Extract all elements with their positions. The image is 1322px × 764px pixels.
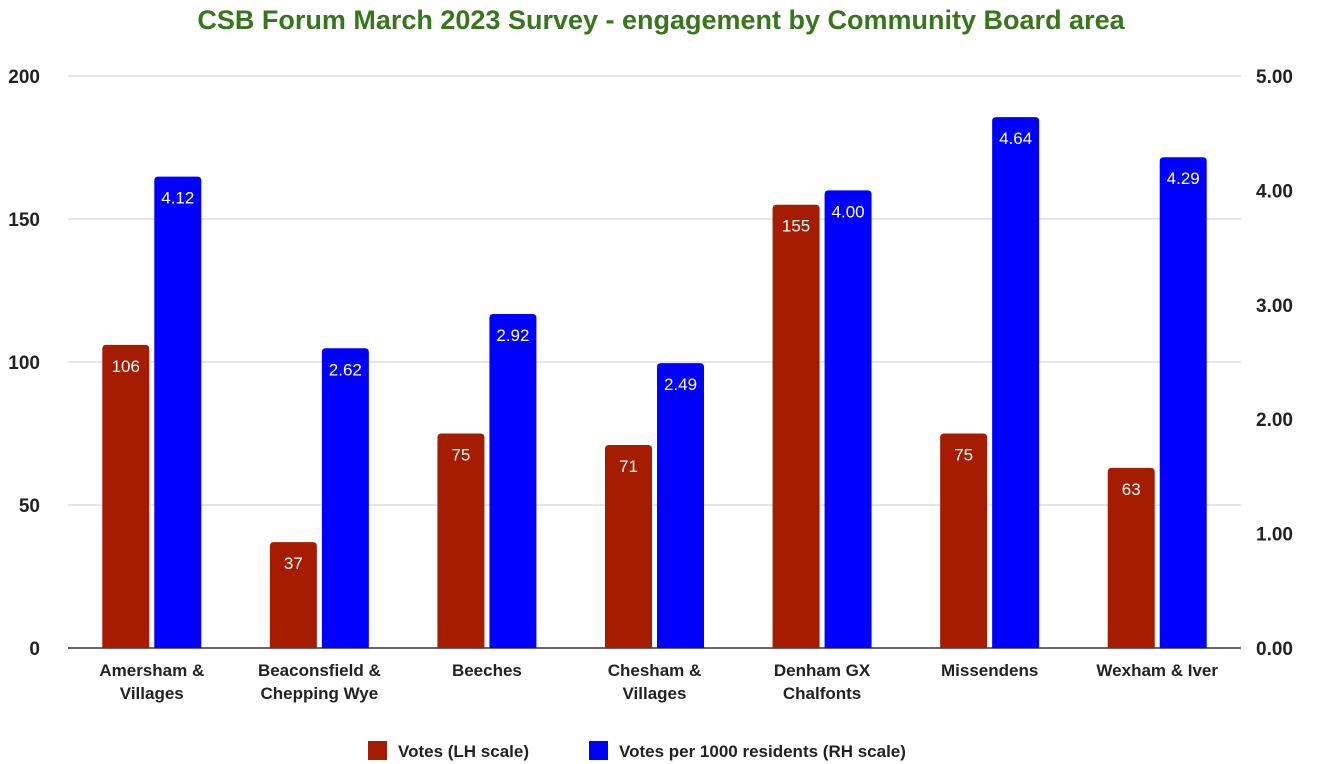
left-tick-label: 150 bbox=[8, 210, 40, 231]
left-tick-label: 50 bbox=[19, 496, 40, 517]
votes-data-label: 106 bbox=[112, 357, 140, 376]
votes-bar bbox=[940, 433, 988, 648]
votes-data-label: 155 bbox=[782, 217, 810, 236]
votes-bar bbox=[102, 344, 150, 648]
votes-per-1000-data-label: 4.12 bbox=[161, 189, 194, 208]
votes-per-1000-bar bbox=[657, 363, 704, 648]
votes-per-1000-bar bbox=[489, 313, 537, 648]
votes-per-1000-bar bbox=[321, 348, 369, 648]
category-label: Beeches bbox=[452, 661, 522, 680]
votes-data-label: 37 bbox=[284, 554, 303, 573]
right-tick-label: 3.00 bbox=[1256, 296, 1293, 317]
votes-data-label: 75 bbox=[954, 446, 973, 465]
votes-per-1000-bar bbox=[154, 176, 202, 648]
votes-bar bbox=[437, 433, 485, 648]
legend-label: Votes per 1000 residents (RH scale) bbox=[619, 742, 906, 761]
right-tick-label: 1.00 bbox=[1256, 525, 1293, 546]
bars: 106 4.12 37 2.62 75 2.92 71 2.49 155 4.00 75 4.64 63… bbox=[102, 117, 1207, 648]
votes-per-1000-data-label: 2.62 bbox=[329, 360, 362, 379]
votes-per-1000-bar bbox=[1159, 157, 1207, 648]
left-axis: 0 50 100 150 200 bbox=[8, 67, 40, 660]
category-label: Wexham & Iver bbox=[1096, 661, 1218, 680]
category-label: Chesham & bbox=[608, 661, 702, 680]
left-tick-label: 100 bbox=[8, 353, 40, 374]
votes-per-1000-bar bbox=[992, 117, 1040, 648]
legend-label: Votes (LH scale) bbox=[398, 742, 529, 761]
category-label: Missendens bbox=[941, 661, 1038, 680]
right-tick-label: 2.00 bbox=[1256, 410, 1293, 431]
right-tick-label: 5.00 bbox=[1256, 67, 1293, 88]
category-label: Villages bbox=[120, 684, 184, 703]
votes-per-1000-data-label: 2.49 bbox=[664, 375, 697, 394]
category-label: Chepping Wye bbox=[260, 684, 378, 703]
category-label: Denham GX bbox=[774, 661, 871, 680]
votes-per-1000-data-label: 4.00 bbox=[832, 202, 865, 221]
legend-swatch-votes bbox=[368, 741, 387, 760]
legend-swatch-votes-per-1000 bbox=[589, 741, 608, 760]
category-label: Beaconsfield & bbox=[258, 661, 381, 680]
votes-data-label: 71 bbox=[619, 457, 638, 476]
votes-data-label: 63 bbox=[1122, 480, 1141, 499]
category-label: Chalfonts bbox=[783, 684, 861, 703]
category-labels: Amersham & Villages Beaconsfield & Chepping… bbox=[99, 661, 1218, 703]
left-tick-label: 0 bbox=[29, 639, 40, 660]
right-axis: 0.00 1.00 2.00 3.00 4.00 5.00 bbox=[1256, 67, 1293, 660]
left-tick-label: 200 bbox=[8, 67, 40, 88]
votes-data-label: 75 bbox=[451, 446, 470, 465]
legend: Votes (LH scale) Votes per 1000 residents… bbox=[368, 741, 906, 761]
votes-bar bbox=[605, 444, 652, 648]
right-tick-label: 4.00 bbox=[1256, 181, 1293, 202]
right-tick-label: 0.00 bbox=[1256, 639, 1293, 660]
votes-per-1000-data-label: 2.92 bbox=[496, 326, 529, 345]
category-label: Amersham & bbox=[99, 661, 204, 680]
votes-per-1000-data-label: 4.64 bbox=[999, 129, 1032, 148]
votes-per-1000-data-label: 4.29 bbox=[1167, 169, 1200, 188]
votes-per-1000-bar bbox=[824, 190, 872, 648]
votes-bar bbox=[772, 204, 820, 648]
votes-bar bbox=[1107, 467, 1155, 648]
votes-bar bbox=[269, 542, 317, 648]
gridlines bbox=[68, 75, 1241, 649]
chart-title: CSB Forum March 2023 Survey - engagement… bbox=[197, 5, 1125, 35]
category-label: Villages bbox=[623, 684, 687, 703]
